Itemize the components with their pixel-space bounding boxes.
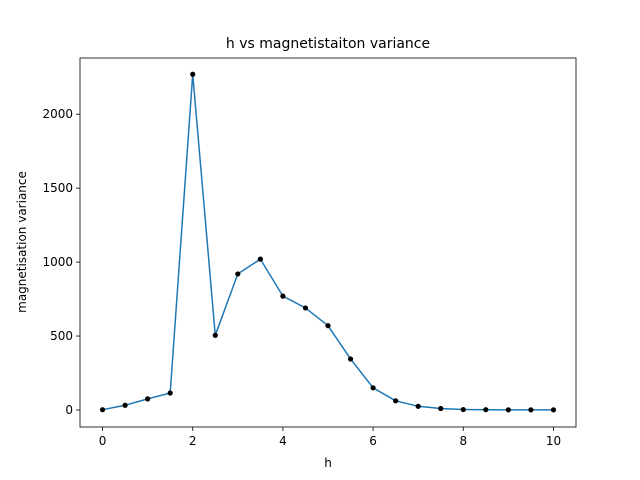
y-tick-label: 1500 xyxy=(42,181,73,195)
y-tick-label: 0 xyxy=(65,403,73,417)
axes-frame xyxy=(79,57,577,428)
data-point xyxy=(415,403,421,409)
data-point xyxy=(347,356,354,362)
data-point xyxy=(483,407,489,413)
data-point xyxy=(99,407,106,413)
x-axis-label: h xyxy=(324,456,332,470)
data-point xyxy=(302,305,309,311)
data-point xyxy=(167,390,173,396)
data-point xyxy=(122,402,128,408)
data-point xyxy=(145,396,151,402)
x-tick-label: 8 xyxy=(459,434,467,448)
data-point xyxy=(212,332,218,338)
data-point xyxy=(550,407,557,413)
y-tick-label: 1000 xyxy=(42,255,73,269)
data-point xyxy=(325,323,331,329)
chart-title: h vs magnetistaiton variance xyxy=(226,36,430,52)
x-tick-label: 6 xyxy=(369,434,377,448)
x-tick-label: 2 xyxy=(189,434,197,448)
plot-area: 0 2 4 6 8 10 0 500 1000 1500 2000 xyxy=(42,57,577,448)
data-point xyxy=(257,256,263,262)
data-point xyxy=(190,71,196,77)
x-tick-label: 4 xyxy=(279,434,287,448)
x-tick-label: 0 xyxy=(99,434,107,448)
y-tick-label: 500 xyxy=(50,329,73,343)
data-point xyxy=(370,385,376,391)
x-tick-label: 10 xyxy=(546,434,561,448)
data-point xyxy=(528,407,534,413)
data-point xyxy=(438,405,444,412)
data-point xyxy=(235,271,241,277)
data-point xyxy=(280,293,286,299)
y-tick-label: 2000 xyxy=(42,107,73,121)
y-axis-label: magnetisation variance xyxy=(15,171,29,313)
data-point xyxy=(460,406,466,413)
data-point xyxy=(393,398,399,404)
data-point xyxy=(505,407,511,413)
